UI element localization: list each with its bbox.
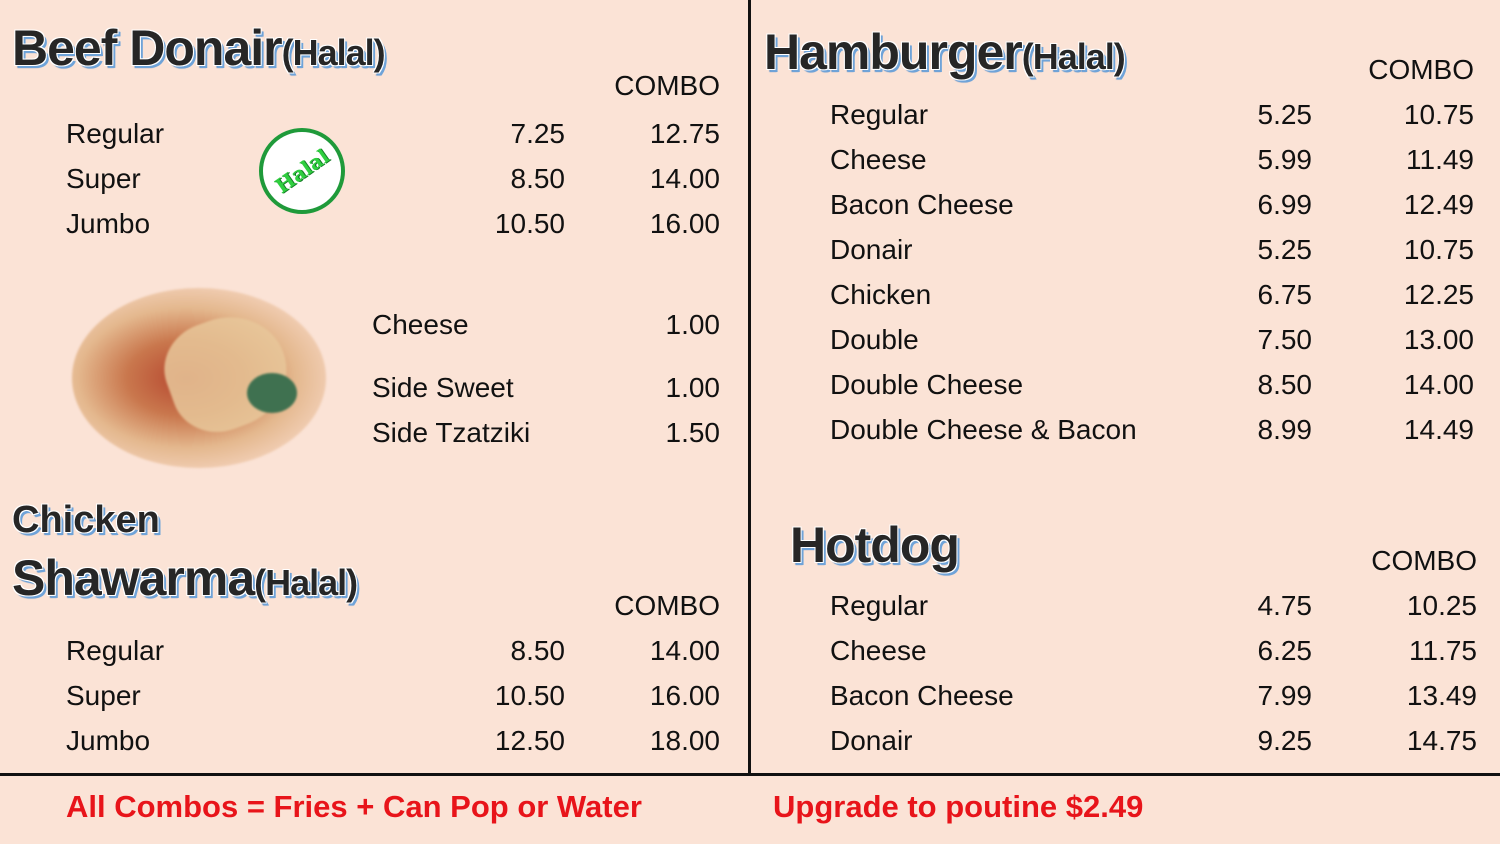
extra-item-name: Side Sweet bbox=[372, 372, 514, 403]
menu-item-name: Cheese bbox=[830, 635, 927, 666]
vertical-divider bbox=[748, 0, 751, 776]
halal-tag: (Halal) bbox=[281, 32, 386, 73]
beef-donair-title: Beef Donair(Halal) bbox=[12, 18, 386, 83]
menu-item-combo-price: 10.75 bbox=[1403, 234, 1474, 265]
menu-item-combo-price: 14.00 bbox=[1403, 369, 1474, 400]
menu-item-price: 10.50 bbox=[494, 680, 565, 711]
menu-item-name: Super bbox=[66, 163, 141, 194]
combo-header: COMBO bbox=[1368, 54, 1474, 85]
menu-item-combo-price: 11.75 bbox=[1409, 635, 1477, 666]
hamburger-title: Hamburger(Halal) bbox=[764, 22, 1126, 87]
menu-item-price: 5.99 bbox=[1257, 144, 1313, 175]
menu-item-price: 8.99 bbox=[1257, 414, 1313, 445]
menu-item-price: 6.25 bbox=[1257, 635, 1313, 666]
menu-item-combo-price: 12.75 bbox=[649, 118, 720, 149]
hotdog-title: Hotdog bbox=[790, 517, 960, 573]
chicken-shawarma-title-line1: Chicken bbox=[12, 499, 160, 541]
menu-item-combo-price: 14.75 bbox=[1406, 725, 1477, 756]
menu-item-name: Regular bbox=[830, 99, 929, 130]
menu-item-name: Bacon Cheese bbox=[830, 189, 1014, 220]
extra-item-price: 1.50 bbox=[665, 417, 721, 448]
menu-item-combo-price: 13.49 bbox=[1406, 680, 1477, 711]
combo-header: COMBO bbox=[614, 590, 720, 621]
menu-item-combo-price: 10.75 bbox=[1403, 99, 1474, 130]
menu-item-name: Cheese bbox=[830, 144, 927, 175]
extra-item-name: Cheese bbox=[372, 309, 469, 340]
menu-item-price: 10.50 bbox=[494, 208, 565, 239]
menu-item-price: 6.99 bbox=[1257, 189, 1313, 220]
menu-item-name: Super bbox=[66, 680, 141, 711]
menu-item-price: 8.50 bbox=[510, 635, 566, 666]
menu-item-price: 9.25 bbox=[1257, 725, 1313, 756]
menu-item-combo-price: 16.00 bbox=[649, 680, 720, 711]
menu-item-name: Double Cheese bbox=[830, 369, 1024, 400]
menu-item-name: Jumbo bbox=[66, 208, 151, 239]
menu-item-combo-price: 14.49 bbox=[1403, 414, 1474, 445]
menu-item-combo-price: 11.49 bbox=[1406, 144, 1474, 175]
menu-item-price: 5.25 bbox=[1257, 99, 1313, 130]
menu-item-combo-price: 12.25 bbox=[1403, 279, 1474, 310]
chicken-shawarma-title: Shawarma(Halal) bbox=[12, 548, 358, 613]
extra-item-price: 1.00 bbox=[665, 309, 721, 340]
menu-item-combo-price: 14.00 bbox=[649, 163, 720, 194]
upgrade-note: Upgrade to poutine $2.49 bbox=[773, 789, 1144, 824]
menu-item-combo-price: 10.25 bbox=[1406, 590, 1477, 621]
menu-item-name: Jumbo bbox=[66, 725, 151, 756]
menu-item-price: 7.50 bbox=[1257, 324, 1313, 355]
menu-item-combo-price: 12.49 bbox=[1403, 189, 1474, 220]
menu-item-price: 7.25 bbox=[510, 118, 566, 149]
menu-item-name: Double bbox=[830, 324, 919, 355]
donair-photo bbox=[72, 288, 326, 468]
halal-tag: (Halal) bbox=[254, 562, 358, 603]
menu-item-combo-price: 14.00 bbox=[649, 635, 720, 666]
combo-header: COMBO bbox=[614, 70, 720, 101]
menu-item-combo-price: 16.00 bbox=[649, 208, 720, 239]
title-text: Hamburger bbox=[764, 24, 1023, 80]
menu-item-combo-price: 18.00 bbox=[649, 725, 720, 756]
menu-item-price: 6.75 bbox=[1257, 279, 1313, 310]
menu-item-price: 7.99 bbox=[1257, 680, 1313, 711]
menu-item-name: Regular bbox=[66, 635, 165, 666]
halal-badge-icon: Halal bbox=[259, 128, 345, 214]
halal-tag: (Halal) bbox=[1021, 36, 1126, 77]
menu-item-name: Double Cheese & Bacon bbox=[830, 414, 1137, 445]
menu-item-price: 8.50 bbox=[1257, 369, 1313, 400]
menu-item-combo-price: 13.00 bbox=[1403, 324, 1474, 355]
menu-item-name: Regular bbox=[66, 118, 165, 149]
menu-item-price: 5.25 bbox=[1257, 234, 1313, 265]
menu-item-name: Donair bbox=[830, 234, 913, 265]
menu-item-price: 4.75 bbox=[1257, 590, 1313, 621]
combo-note: All Combos = Fries + Can Pop or Water bbox=[66, 789, 642, 824]
menu-item-price: 8.50 bbox=[510, 163, 566, 194]
menu-item-price: 12.50 bbox=[494, 725, 565, 756]
title-text: Beef Donair bbox=[12, 20, 283, 76]
combo-header: COMBO bbox=[1371, 545, 1477, 576]
menu-item-name: Donair bbox=[830, 725, 913, 756]
menu-item-name: Regular bbox=[830, 590, 929, 621]
extra-item-name: Side Tzatziki bbox=[372, 417, 531, 448]
extra-item-price: 1.00 bbox=[665, 372, 721, 403]
horizontal-divider bbox=[0, 773, 1500, 776]
title-text: Shawarma bbox=[12, 550, 255, 606]
menu-item-name: Bacon Cheese bbox=[830, 680, 1014, 711]
menu-item-name: Chicken bbox=[830, 279, 932, 310]
